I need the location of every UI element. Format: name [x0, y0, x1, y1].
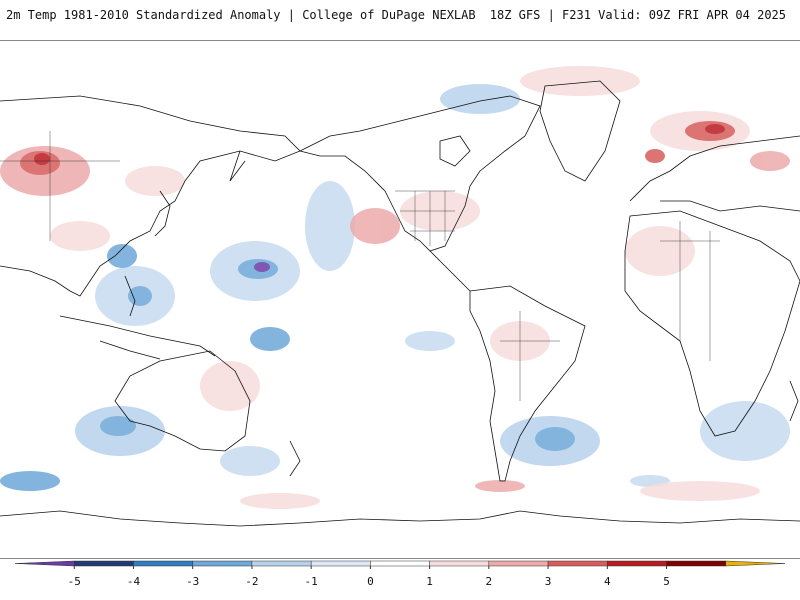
anomaly-map	[0, 41, 800, 559]
colorbar-legend: -5 -4 -3 -2 -1 0 1 2 3 4 5	[0, 559, 800, 600]
colorbar-tick-label: -3	[186, 575, 200, 588]
colorbar-segment	[14, 560, 75, 567]
colorbar-segment	[666, 560, 727, 567]
cold-anomaly-shading	[0, 84, 790, 491]
colorbar-segment	[370, 560, 430, 567]
warm-anomaly-shading	[0, 66, 790, 509]
colorbar-segment	[429, 560, 490, 567]
colorbar-segment	[488, 560, 549, 567]
colorbar-tick-label: 5	[663, 575, 670, 588]
colorbar-svg	[14, 560, 786, 569]
colorbar-tick-label: 0	[367, 575, 374, 588]
colorbar-tick-label: -4	[126, 575, 141, 588]
colorbar-segment	[192, 560, 253, 567]
model-run-info: 18Z GFS | F231 Valid: 09Z FRI APR 04 202…	[489, 8, 786, 22]
colorbar-segment	[607, 560, 667, 567]
map-header: 2m Temp 1981-2010 Standardized Anomaly |…	[0, 0, 800, 41]
coastlines	[0, 80, 800, 527]
colorbar-tick-label: 2	[485, 575, 493, 588]
colorbar-segment	[547, 560, 608, 567]
map-svg	[0, 66, 800, 527]
political-borders	[0, 131, 720, 401]
colorbar-tick-label: -2	[245, 575, 259, 588]
colorbar-tick-label: -5	[67, 575, 81, 588]
colorbar-tick-label: 4	[603, 575, 611, 588]
product-title: 2m Temp 1981-2010 Standardized Anomaly |…	[6, 8, 476, 22]
colorbar-tick-label: 3	[544, 575, 552, 588]
colorbar-segment	[251, 560, 312, 567]
colorbar-segment	[725, 560, 786, 567]
colorbar-segment	[310, 560, 371, 567]
colorbar-segment	[73, 560, 134, 567]
colorbar-tick-label: 1	[426, 575, 433, 588]
colorbar-segment	[133, 560, 193, 567]
colorbar-tick-label: -1	[304, 575, 318, 588]
